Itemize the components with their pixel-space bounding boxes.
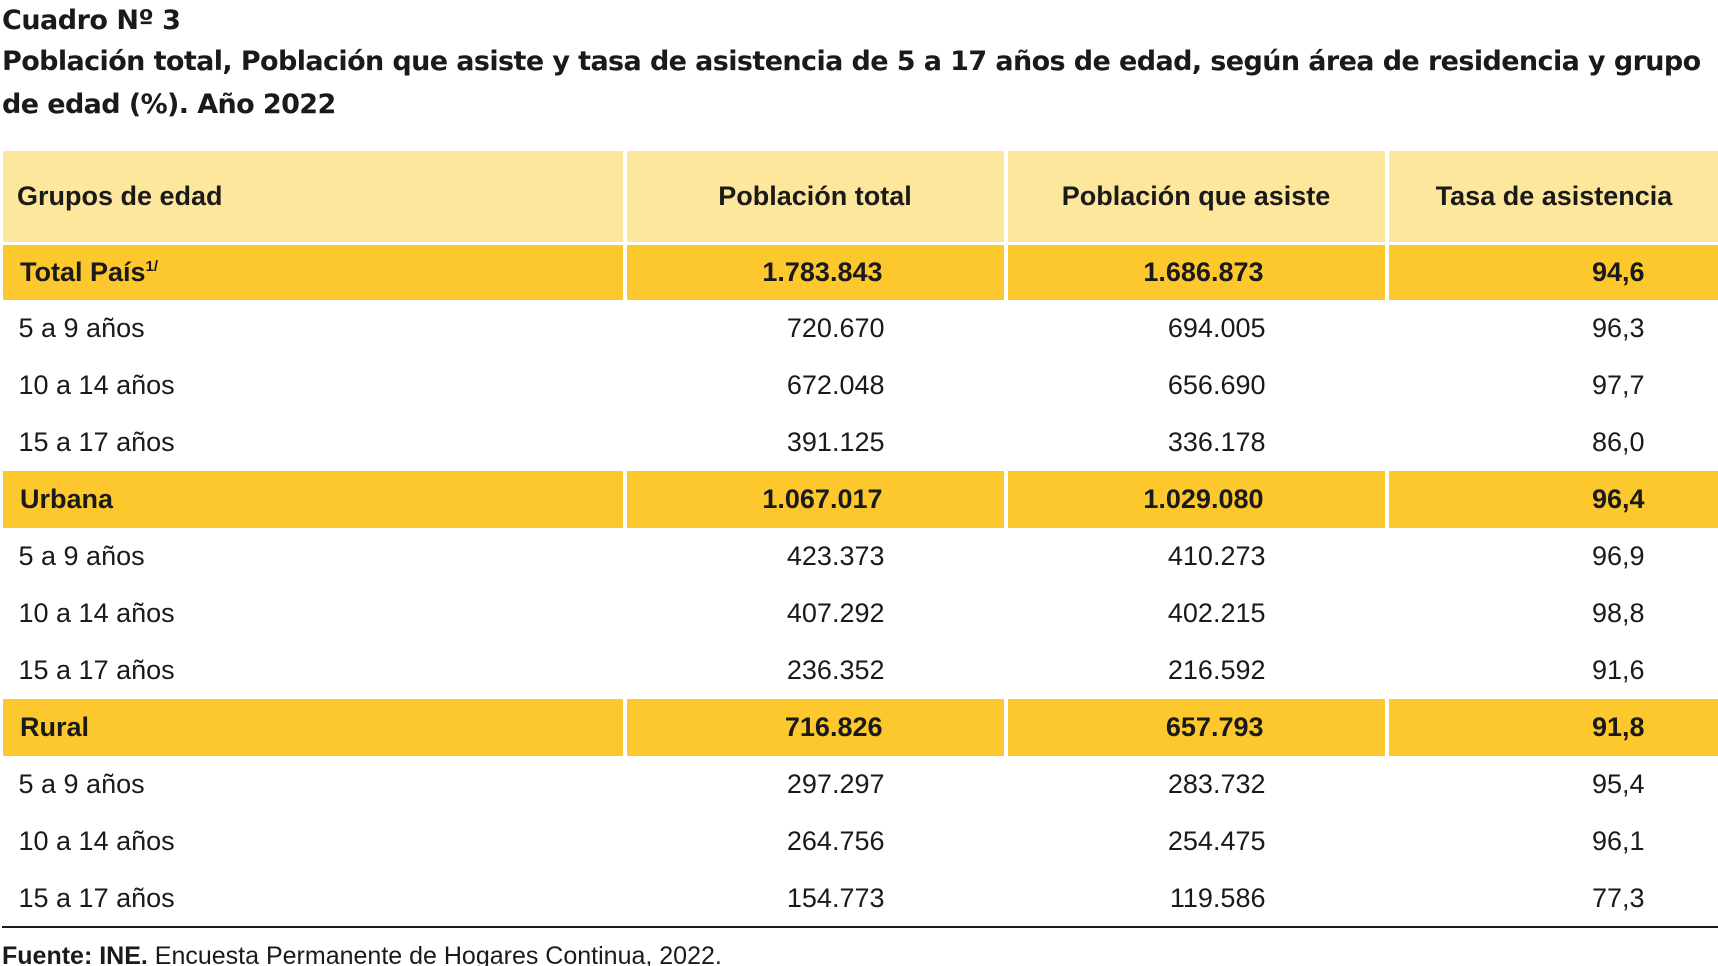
row-label-text: 5 a 9 años [18,313,145,343]
cell-attendance-rate: 96,1 [1591,826,1645,856]
table-title-line-1: Población total, Población que asiste y … [2,46,1701,77]
table-group-row: Urbana 1.067.017 1.029.080 96,4 [0,471,1718,528]
row-label: 5 a 9 años [2,300,625,357]
table-title-line-2: de edad (%). Año 2022 [2,89,336,120]
cell-attendance-rate: 77,3 [1386,870,1718,928]
cell-attendance-rate: 96,3 [1591,313,1645,343]
cell-total-population: 720.670 [786,313,885,343]
row-label: Total País1/ [0,241,625,300]
table-body: Total País1/1.783.843 1.686.873 94,6 5 a 9 … [0,241,1718,928]
cell-attending-population: 119.586 [1005,870,1387,928]
cell-attendance-rate: 86,0 [1591,427,1645,457]
row-label: 15 a 17 años [2,414,625,471]
table-row: 15 a 17 años 236.352 216.592 91,6 [2,642,1718,699]
row-label-text: Urbana [20,484,114,514]
column-header-total-population: Población total [622,151,1006,244]
row-label-text: 15 a 17 años [18,427,175,457]
cell-attendance-rate: 94,6 [1384,241,1718,300]
cell-attending-population: 657.793 [1003,699,1387,756]
cell-attending-population: 402.215 [1167,598,1266,628]
cell-total-population: 1.783.843 [622,241,1006,300]
cell-attending-population: 336.178 [1167,427,1266,457]
table-group-row: Total País1/1.783.843 1.686.873 94,6 [0,241,1718,300]
cell-attending-population: 656.690 [1167,370,1266,400]
cell-attendance-rate: 96,4 [1384,471,1718,528]
cell-attending-population: 694.005 [1167,313,1266,343]
source-label: Fuente: INE. [2,942,148,966]
table-header-row: Grupos de edad Población total Población… [0,151,1718,244]
row-label-text: 15 a 17 años [18,882,175,913]
row-label: Rural [0,699,625,756]
cell-total-population: 716.826 [622,699,1006,756]
cell-total-population: 236.352 [786,655,885,685]
row-label: Urbana [0,471,625,528]
row-label: 5 a 9 años [2,528,625,585]
cell-attending-population: 254.475 [1167,826,1266,856]
column-header-age-group: Grupos de edad [0,151,625,244]
table-row: 5 a 9 años 297.297 283.732 95,4 [2,756,1718,813]
table-row: 10 a 14 años 407.292 402.215 98,8 [2,585,1718,642]
row-label-text: Rural [20,712,90,742]
row-label-text: Total País [20,256,146,287]
table-row: 15 a 17 años 391.125 336.178 86,0 [2,414,1718,471]
table-row: 10 a 14 años 672.048 656.690 97,7 [2,357,1718,414]
cell-attending-population: 283.732 [1167,769,1266,799]
cell-attendance-rate: 91,8 [1384,699,1718,756]
row-label-text: 5 a 9 años [18,541,145,571]
cell-total-population: 154.773 [624,870,1006,928]
cell-total-population: 264.756 [786,826,885,856]
column-header-attending-population: Población que asiste [1003,151,1387,244]
cell-total-population: 391.125 [786,427,885,457]
row-label-text: 5 a 9 años [18,769,145,799]
row-label: 15 a 17 años [2,642,625,699]
footnote-marker: 1/ [145,257,159,275]
cell-total-population: 672.048 [786,370,885,400]
source-text: Encuesta Permanente de Hogares Continua,… [147,942,722,966]
source-note: Fuente: INE. Encuesta Permanente de Hoga… [2,942,722,966]
row-label: 10 a 14 años [2,585,625,642]
table-row: 15 a 17 años 154.773 119.586 77,3 [1,870,1718,928]
cell-attendance-rate: 95,4 [1591,769,1645,799]
cell-attending-population: 216.592 [1167,655,1266,685]
title-block: Cuadro Nº 3 Población total, Población q… [2,2,1718,126]
cell-total-population: 407.292 [786,598,885,628]
table-row: 10 a 14 años 264.756 254.475 96,1 [2,813,1718,870]
table-number: Cuadro Nº 3 [2,5,181,36]
table-row: 5 a 9 años 720.670 694.005 96,3 [2,300,1718,357]
table-group-row: Rural 716.826 657.793 91,8 [0,699,1718,756]
attendance-table: Grupos de edad Población total Población… [0,151,1718,928]
table-row: 5 a 9 años 423.373 410.273 96,9 [2,528,1718,585]
cell-total-population: 1.067.017 [622,471,1006,528]
row-label-text: 10 a 14 años [18,370,175,400]
row-label: 5 a 9 años [2,756,625,813]
column-header-attendance-rate: Tasa de asistencia [1384,151,1718,244]
cell-total-population: 297.297 [786,769,885,799]
cell-attendance-rate: 97,7 [1591,370,1645,400]
cell-attendance-rate: 96,9 [1591,541,1645,571]
cell-attending-population: 1.686.873 [1003,241,1387,300]
cell-attending-population: 410.273 [1167,541,1266,571]
row-label: 10 a 14 años [2,357,625,414]
cell-attending-population: 1.029.080 [1003,471,1387,528]
row-label-text: 10 a 14 años [18,598,175,628]
cell-attendance-rate: 98,8 [1591,598,1645,628]
row-label-text: 15 a 17 años [18,655,175,685]
row-label: 10 a 14 años [2,813,625,870]
cell-total-population: 423.373 [786,541,885,571]
cell-attendance-rate: 91,6 [1591,655,1645,685]
row-label: 15 a 17 años [1,870,625,928]
row-label-text: 10 a 14 años [18,826,175,856]
